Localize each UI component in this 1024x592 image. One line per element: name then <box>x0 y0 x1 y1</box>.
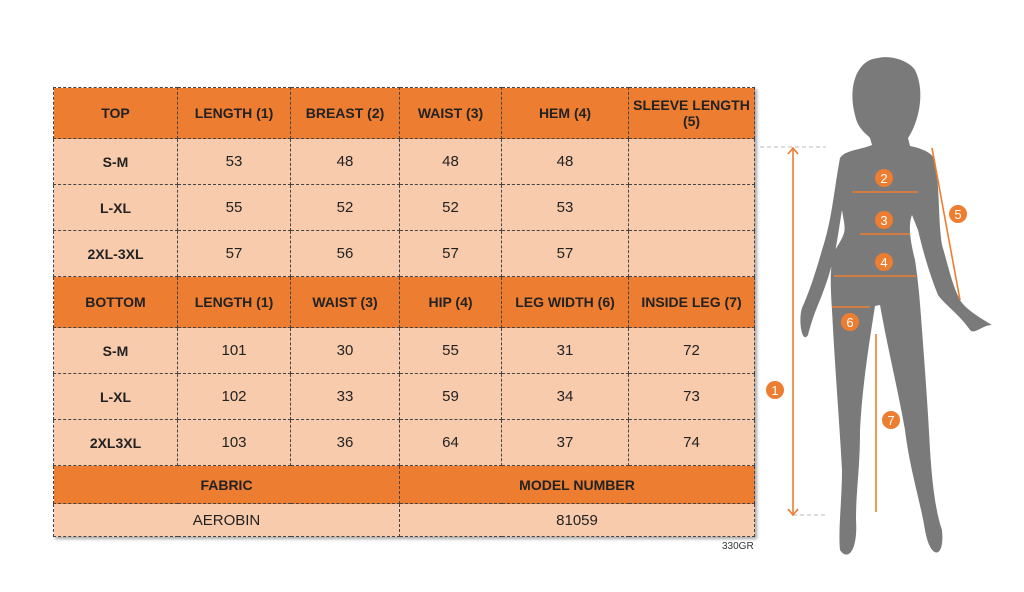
bottom-size-row-cell: 103 <box>177 419 291 466</box>
top-header-row-cell: LENGTH (1) <box>177 87 291 139</box>
bottom-header-row-cell: LENGTH (1) <box>177 276 291 328</box>
marker-circle-5 <box>949 205 967 223</box>
bottom-size-row-cell: 64 <box>399 419 502 466</box>
bottom-size-row-cell: 34 <box>501 373 629 420</box>
bottom-size-row-cell: 2XL3XL <box>53 419 178 466</box>
top-header-row-cell: WAIST (3) <box>399 87 502 139</box>
top-size-row-cell <box>628 230 755 277</box>
marker-label: 7 <box>887 413 894 428</box>
top-size-row-cell: 48 <box>399 138 502 185</box>
top-size-row-cell: 48 <box>290 138 400 185</box>
top-size-row: L-XL 55 52 52 53 <box>53 184 755 231</box>
bottom-header-row-cell: WAIST (3) <box>290 276 400 328</box>
top-size-row-cell: 57 <box>501 230 629 277</box>
body-measurement-figure: 1 2 3 4 5 6 7 <box>760 57 992 555</box>
measurement-arrows <box>760 146 961 517</box>
bottom-header-row-cell: HIP (4) <box>399 276 502 328</box>
top-size-row-cell <box>628 184 755 231</box>
model: 81059 <box>399 503 755 537</box>
marker-circle-3 <box>875 211 893 229</box>
top-header-row-cell: SLEEVE LENGTH (5) <box>628 87 755 139</box>
model-label: MODEL NUMBER <box>399 465 755 504</box>
bottom-size-row-cell: 102 <box>177 373 291 420</box>
top-size-row-cell: 55 <box>177 184 291 231</box>
bottom-size-row: 2XL3XL 103 36 64 37 74 <box>53 419 755 466</box>
top-size-row-cell: 56 <box>290 230 400 277</box>
bottom-size-row-cell: 36 <box>290 419 400 466</box>
fabric-label: FABRIC <box>53 465 400 504</box>
bottom-size-row-cell: 37 <box>501 419 629 466</box>
bottom-size-row-cell: 72 <box>628 327 755 374</box>
top-header-row-cell: BREAST (2) <box>290 87 400 139</box>
top-size-row-cell: 2XL-3XL <box>53 230 178 277</box>
marker-label: 6 <box>846 315 853 330</box>
footer-header-row: FABRIC MODEL NUMBER <box>53 465 755 504</box>
bottom-header-row: BOTTOM LENGTH (1) WAIST (3) HIP (4) LEG WIDT… <box>53 276 755 328</box>
top-size-row-cell: S-M <box>53 138 178 185</box>
footer-value-row: AEROBIN 81059 <box>53 503 755 537</box>
top-size-row-cell <box>628 138 755 185</box>
bottom-size-row-cell: 74 <box>628 419 755 466</box>
marker-circle-6 <box>841 313 859 331</box>
product-code: 330GR <box>722 541 754 552</box>
top-size-row-cell: 57 <box>177 230 291 277</box>
marker-circle-4 <box>875 253 893 271</box>
bottom-size-row-cell: 59 <box>399 373 502 420</box>
marker-circle-2 <box>875 169 893 187</box>
bottom-size-row-cell: 30 <box>290 327 400 374</box>
fabric: AEROBIN <box>53 503 400 537</box>
top-size-row: S-M 53 48 48 48 <box>53 138 755 185</box>
bottom-header-row-cell: LEG WIDTH (6) <box>501 276 629 328</box>
marker-label: 4 <box>880 255 887 270</box>
top-size-row-cell: 52 <box>399 184 502 231</box>
bottom-size-row-cell: 55 <box>399 327 502 374</box>
top-header-row-cell: HEM (4) <box>501 87 629 139</box>
top-size-row-cell: L-XL <box>53 184 178 231</box>
bottom-size-row-cell: 101 <box>177 327 291 374</box>
marker-circle-7 <box>882 411 900 429</box>
bottom-size-row: S-M 101 30 55 31 72 <box>53 327 755 374</box>
top-size-row-cell: 48 <box>501 138 629 185</box>
top-header-row: TOP LENGTH (1) BREAST (2) WAIST (3) HEM (4) S… <box>53 87 755 139</box>
marker-label: 2 <box>880 171 887 186</box>
bottom-header-row-cell: BOTTOM <box>53 276 178 328</box>
top-size-row-cell: 57 <box>399 230 502 277</box>
top-size-row-cell: 53 <box>501 184 629 231</box>
bottom-size-row: L-XL 102 33 59 34 73 <box>53 373 755 420</box>
bottom-size-row-cell: S-M <box>53 327 178 374</box>
marker-circle-1 <box>766 381 784 399</box>
top-size-row-cell: 52 <box>290 184 400 231</box>
bottom-size-row-cell: 33 <box>290 373 400 420</box>
top-header-row-cell: TOP <box>53 87 178 139</box>
marker-label: 1 <box>771 383 778 398</box>
size-chart-table: TOP LENGTH (1) BREAST (2) WAIST (3) HEM (4) S… <box>53 87 755 537</box>
bottom-size-row-cell: L-XL <box>53 373 178 420</box>
bottom-size-row-cell: 73 <box>628 373 755 420</box>
bottom-size-row-cell: 31 <box>501 327 629 374</box>
top-size-row: 2XL-3XL 57 56 57 57 <box>53 230 755 277</box>
bottom-header-row-cell: INSIDE LEG (7) <box>628 276 755 328</box>
top-size-row-cell: 53 <box>177 138 291 185</box>
marker-label: 5 <box>954 207 961 222</box>
marker-label: 3 <box>880 213 887 228</box>
silhouette <box>800 57 992 555</box>
